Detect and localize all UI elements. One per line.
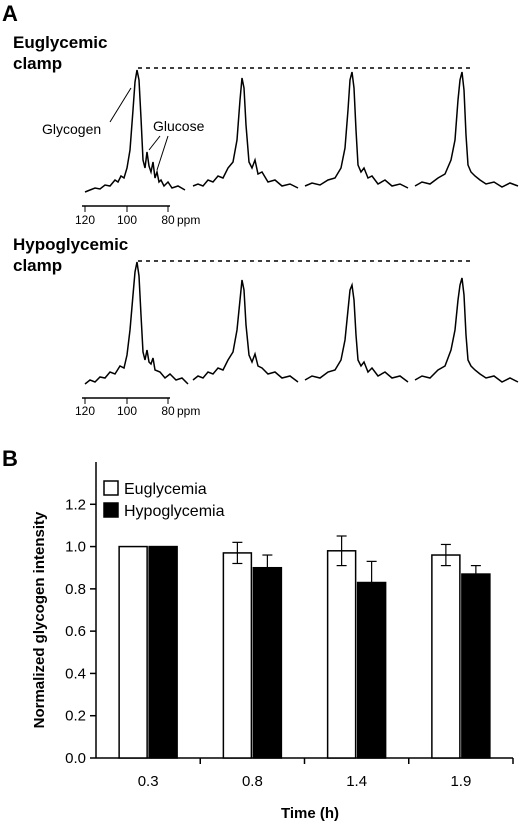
bar-hypoglycemia-0 — [148, 545, 178, 759]
hypoglycemic-label-line1: Hypoglycemic — [13, 235, 128, 254]
ppm-label-1-100: 100 — [117, 213, 137, 227]
x-tick-label-1: 0.8 — [242, 773, 263, 790]
bar-euglycemia-0 — [118, 545, 148, 759]
y-tick-label-1: 0.2 — [65, 708, 86, 725]
legend-swatch-euglycemia — [103, 480, 119, 496]
euglycemic-label-line2: clamp — [13, 54, 62, 73]
y-axis-title: Normalized glycogen intensity — [31, 511, 48, 728]
y-tick-label-5: 1.0 — [65, 539, 86, 556]
y-tick-label-2: 0.4 — [65, 665, 86, 682]
bar-euglycemia-3 — [431, 554, 461, 759]
ppm-label-2-120: 120 — [75, 404, 95, 418]
y-tick-label-4: 0.8 — [65, 581, 86, 598]
ppm-label-1-120: 120 — [75, 213, 95, 227]
glucose-label: Glucose — [153, 118, 205, 134]
ppm-label-2-100: 100 — [117, 404, 137, 418]
ppm-unit-1: ppm — [177, 213, 200, 227]
ppm-label-1-80: 80 — [161, 213, 175, 227]
panel-b-letter: B — [2, 446, 18, 471]
euglycemic-label-line1: Euglycemic — [13, 33, 108, 52]
bar-euglycemia-1 — [222, 552, 253, 759]
glycogen-pointer — [109, 87, 132, 123]
hypoglycemic-spectrum — [84, 261, 519, 385]
bar-euglycemia-2 — [326, 550, 357, 759]
glucose-pointer-2 — [156, 135, 169, 171]
bar-hypoglycemia-2 — [356, 581, 387, 759]
x-tick-label-3: 1.9 — [450, 773, 471, 790]
y-tick-label-3: 0.6 — [65, 623, 86, 640]
y-tick-label-0: 0.0 — [65, 750, 86, 767]
x-axis-title: Time (h) — [281, 805, 339, 822]
panel-a-letter: A — [2, 1, 18, 26]
legend-swatch-hypoglycemia — [103, 502, 119, 518]
glucose-pointer-1 — [148, 135, 161, 151]
hypoglycemic-label-line2: clamp — [13, 256, 62, 275]
ppm-label-2-80: 80 — [161, 404, 175, 418]
x-tick-label-2: 1.4 — [346, 773, 367, 790]
x-tick-label-0: 0.3 — [138, 773, 159, 790]
bar-hypoglycemia-1 — [252, 566, 283, 759]
glycogen-label: Glycogen — [42, 121, 101, 137]
legend-label-euglycemia: Euglycemia — [124, 481, 207, 498]
ppm-unit-2: ppm — [177, 404, 200, 418]
euglycemic-spectrum — [84, 69, 519, 193]
bar-hypoglycemia-3 — [461, 573, 491, 759]
bar-chart: 0.0 0.2 0.4 0.6 0.8 1.0 1.2 0.3 0.8 1.4 1.9 — [65, 462, 514, 790]
y-tick-label-6: 1.2 — [65, 496, 86, 513]
legend-label-hypoglycemia: Hypoglycemia — [124, 503, 225, 520]
